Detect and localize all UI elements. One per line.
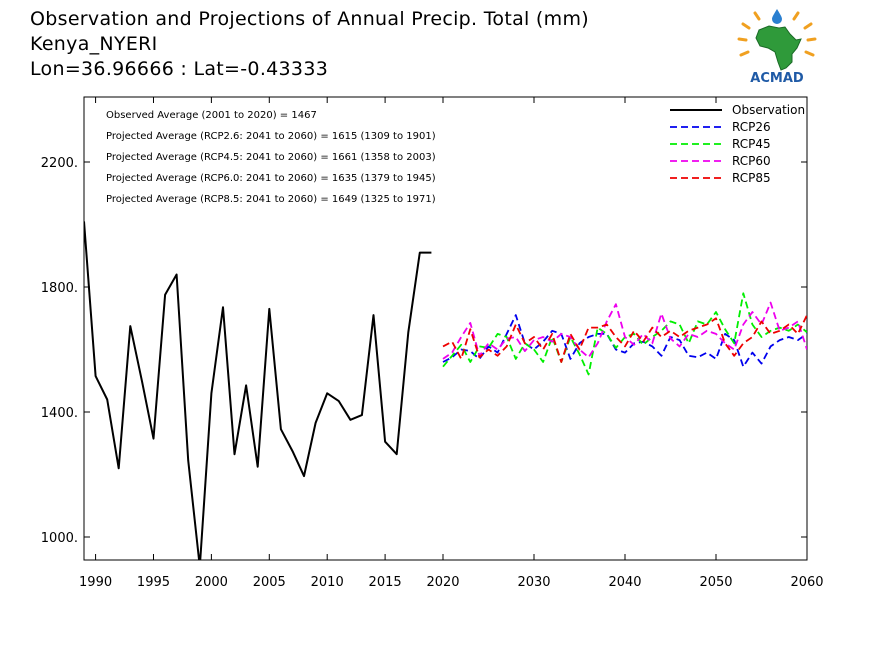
y-tick-label: 1800. — [41, 281, 78, 296]
x-tick-label: 2060 — [790, 575, 823, 590]
x-tick-label: 2040 — [608, 575, 641, 590]
y-tick-label: 1000. — [41, 531, 78, 546]
x-tick-label: 1990 — [79, 575, 112, 590]
legend-label-rcp26: RCP26 — [732, 120, 771, 134]
legend-label-rcp60: RCP60 — [732, 154, 771, 168]
x-tick-label: 2005 — [253, 575, 286, 590]
legend-label-rcp45: RCP45 — [732, 137, 771, 151]
y-tick-label: 2200. — [41, 156, 78, 171]
logo-text: ACMAD — [750, 71, 804, 86]
y-axis: 1000. 1400. 1800. 2200. — [41, 156, 807, 546]
x-tick-label: 1995 — [137, 575, 170, 590]
annotation-rcp60-average: Projected Average (RCP6.0: 2041 to 2060)… — [106, 173, 436, 184]
coordinates-label: Lon=36.96666 : Lat=-0.43333 — [30, 58, 329, 80]
sun-rays-icon — [737, 11, 817, 57]
africa-map-icon — [755, 25, 802, 71]
annotations: Observed Average (2001 to 2020) = 1467 P… — [106, 110, 436, 205]
x-tick-label: 2030 — [517, 575, 550, 590]
x-tick-label: 2020 — [426, 575, 459, 590]
series-layer — [84, 221, 807, 560]
series-line-rcp85 — [442, 314, 807, 363]
acmad-logo: ACMAD — [737, 9, 817, 86]
x-tick-label: 2000 — [195, 575, 228, 590]
annotation-rcp85-average: Projected Average (RCP8.5: 2041 to 2060)… — [106, 194, 436, 205]
chart-title: Observation and Projections of Annual Pr… — [30, 8, 589, 30]
series-group — [84, 221, 807, 560]
x-tick-label: 2015 — [369, 575, 402, 590]
series-line-rcp60 — [442, 301, 807, 360]
plot-frame — [83, 96, 808, 561]
annotation-rcp45-average: Projected Average (RCP4.5: 2041 to 2060)… — [106, 152, 436, 163]
annotation-observed-average: Observed Average (2001 to 2020) = 1467 — [106, 110, 317, 121]
series-line-rcp26 — [442, 314, 807, 368]
x-axis: 1990 1995 2000 2005 2010 2015 2020 2030 2040 2050… — [79, 97, 824, 590]
x-tick-label: 2010 — [311, 575, 344, 590]
location-label: Kenya_NYERI — [30, 33, 158, 55]
legend: Observation RCP26 RCP45 RCP60 RCP85 — [670, 103, 805, 185]
y-tick-label: 1400. — [41, 406, 78, 421]
water-drop-icon — [772, 9, 782, 24]
annotation-rcp26-average: Projected Average (RCP2.6: 2041 to 2060)… — [106, 131, 436, 142]
series-line-rcp45 — [442, 292, 807, 376]
x-tick-label: 2050 — [699, 575, 732, 590]
legend-label-rcp85: RCP85 — [732, 171, 771, 185]
legend-label-observation: Observation — [732, 103, 805, 117]
series-line-observation — [84, 221, 432, 560]
